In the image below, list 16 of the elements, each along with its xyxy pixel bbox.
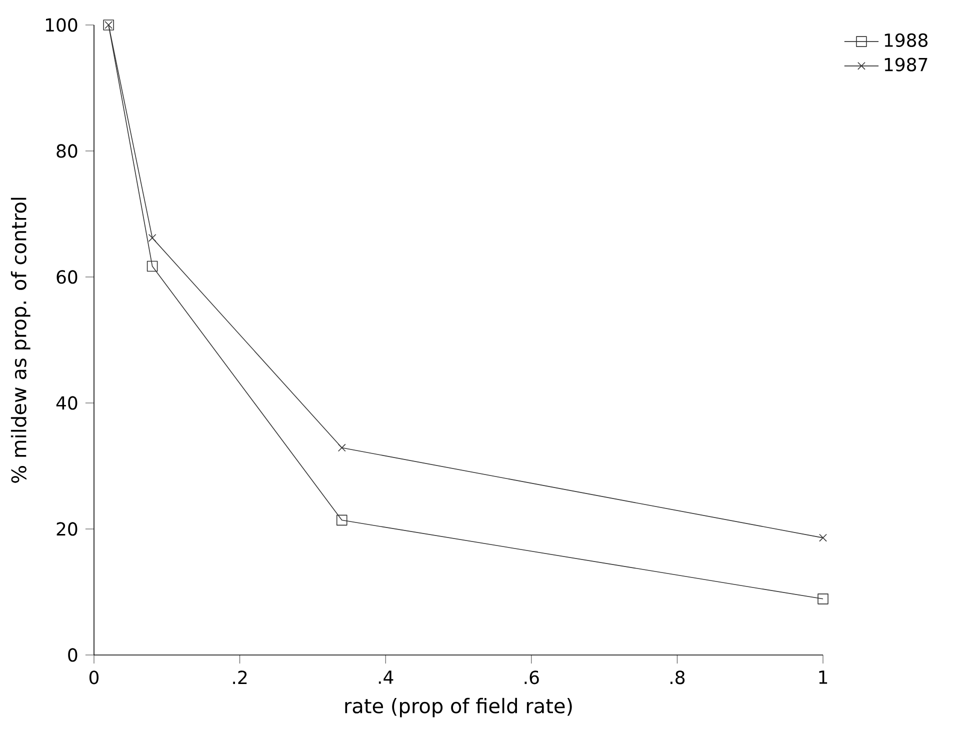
y-tick-label: 100 — [46, 18, 78, 32]
x-tick-label: 0 — [89, 670, 99, 684]
x-tick-label: .6 — [524, 670, 539, 684]
x-tick-label: 1 — [819, 670, 828, 684]
x-axis-title: rate (prop of field rate) — [345, 698, 572, 718]
x-tick-label: .2 — [233, 670, 247, 684]
legend-label: 1988 — [884, 33, 928, 47]
y-tick-label: 80 — [56, 144, 78, 158]
x-tick-label: .4 — [378, 670, 394, 684]
y-axis-title: % mildew as prop. of control — [10, 198, 30, 483]
y-tick-label: 0 — [68, 648, 78, 662]
legend-label: 1987 — [884, 58, 928, 72]
y-tick-label: 40 — [56, 396, 78, 410]
y-tick-label: 20 — [56, 522, 78, 536]
x-tick-label: .8 — [670, 670, 685, 684]
y-tick-label: 60 — [56, 270, 78, 284]
